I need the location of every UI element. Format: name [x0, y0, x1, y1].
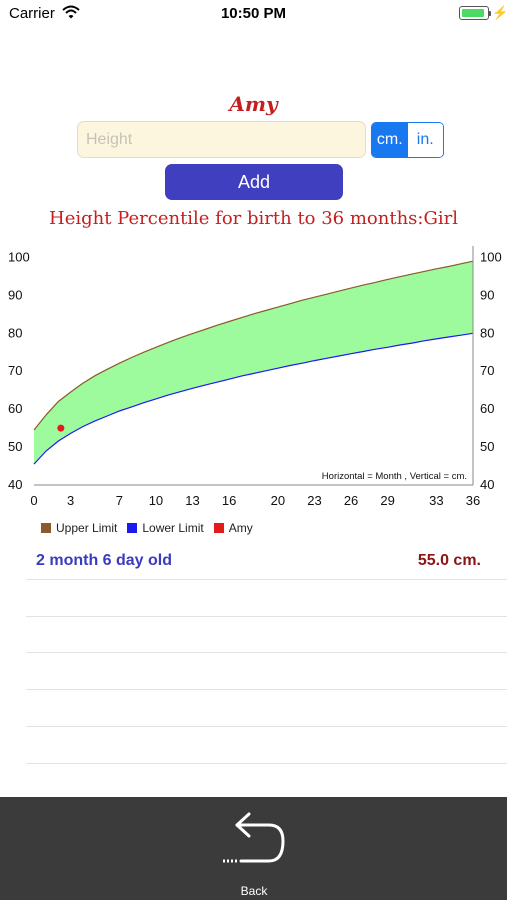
y-tick-label: 50 — [480, 439, 494, 454]
unit-option-cm[interactable]: cm. — [372, 123, 408, 157]
chart-heading: Height Percentile for birth to 36 months… — [49, 208, 458, 229]
y-tick-label: 90 — [480, 287, 494, 302]
x-tick-label: 16 — [222, 493, 236, 508]
x-tick-label: 20 — [271, 493, 285, 508]
y-tick-label: 70 — [8, 363, 22, 378]
axis-annotation: Horizontal = Month , Vertical = cm. — [322, 471, 467, 482]
unit-option-in[interactable]: in. — [407, 123, 443, 157]
lower-limit-line — [33, 332, 474, 465]
battery-icon — [459, 6, 491, 20]
status-bar: Carrier 10:50 PM ⚡ — [0, 0, 507, 28]
y-tick-label: 80 — [480, 325, 494, 340]
upper-limit-line — [33, 260, 474, 431]
x-tick-label: 36 — [466, 493, 480, 508]
x-tick-label: 33 — [429, 493, 443, 508]
back-label: Back — [240, 884, 268, 898]
battery-level — [461, 8, 484, 17]
record-height: 55.0 cm. — [417, 552, 481, 569]
unit-selector: cm. in. — [371, 122, 444, 158]
x-tick-label: 3 — [67, 493, 74, 508]
x-tick-label: 23 — [307, 493, 321, 508]
legend-item: Upper Limit — [41, 521, 117, 535]
list-separator — [26, 763, 507, 764]
height-percentile-chart: 40 40 50 50 60 60 70 70 80 80 90 90 100 100 0 3 7 10 13 16 2… — [8, 246, 502, 508]
record-age: 2 month 6 day old — [36, 552, 173, 569]
back-arrow-icon — [223, 812, 285, 863]
child-name: Amy — [229, 92, 278, 116]
x-tick-label: 7 — [116, 493, 123, 508]
legend-swatch — [127, 523, 138, 533]
y-tick-label: 40 — [480, 477, 494, 492]
y-tick-label: 80 — [8, 325, 22, 340]
bottom-toolbar: Back — [0, 797, 507, 900]
legend-swatch — [41, 523, 51, 533]
list-separator — [26, 652, 507, 653]
x-tick-label: 0 — [30, 493, 37, 508]
x-tick-label: 13 — [185, 493, 199, 508]
y-tick-label: 50 — [8, 439, 22, 454]
legend-label: Amy — [228, 521, 253, 535]
y-tick-label: 60 — [8, 401, 22, 416]
list-separator — [26, 579, 507, 580]
x-tick-label: 29 — [380, 493, 394, 508]
percentile-band — [34, 261, 473, 465]
battery-nub — [489, 10, 491, 16]
legend-label: Lower Limit — [142, 521, 204, 535]
carrier-label: Carrier — [9, 5, 55, 22]
amy-data-point — [57, 424, 65, 432]
y-tick-label: 100 — [8, 249, 30, 264]
wifi-icon — [62, 5, 80, 19]
height-input[interactable] — [77, 121, 366, 158]
y-tick-label: 70 — [480, 363, 494, 378]
back-button[interactable]: Back — [213, 797, 295, 900]
legend-item: Lower Limit — [127, 521, 204, 535]
add-button[interactable]: Add — [165, 164, 343, 200]
y-tick-label: 60 — [480, 401, 494, 416]
list-separator — [26, 726, 507, 727]
legend-label: Upper Limit — [56, 521, 118, 535]
legend-item: Amy — [213, 521, 253, 535]
y-tick-label: 40 — [8, 477, 22, 492]
status-time: 10:50 PM — [220, 5, 287, 22]
x-tick-label: 10 — [149, 493, 163, 508]
legend-swatch — [213, 523, 224, 533]
y-tick-label: 90 — [8, 287, 22, 302]
list-separator — [26, 616, 507, 617]
list-separator — [26, 689, 507, 690]
x-tick-label: 26 — [344, 493, 358, 508]
chart-legend: Upper Limit Lower Limit Amy — [41, 521, 263, 535]
y-tick-label: 100 — [480, 249, 502, 264]
charging-bolt-icon: ⚡ — [492, 5, 507, 20]
